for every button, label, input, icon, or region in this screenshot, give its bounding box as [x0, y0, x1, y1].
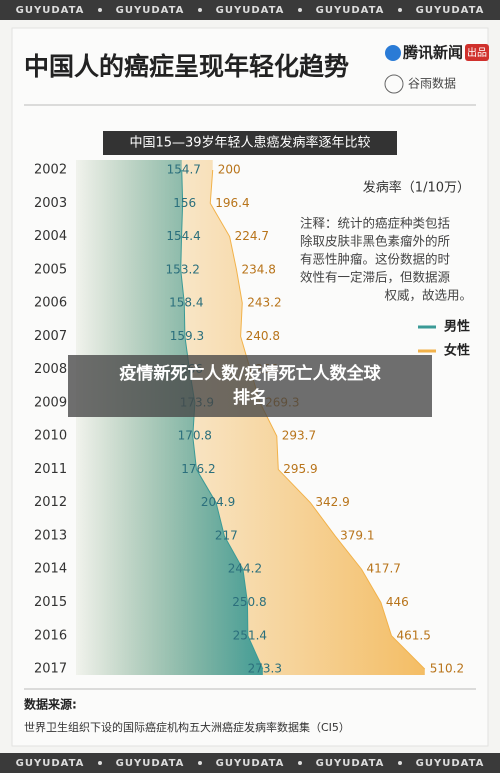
data-label: 446 — [386, 595, 409, 609]
data-label: 196.4 — [215, 196, 249, 210]
data-label: 153.2 — [166, 262, 200, 276]
y-tick-label: 2010 — [34, 429, 67, 444]
data-label: 244.2 — [228, 562, 262, 576]
watermark-dot — [198, 761, 202, 765]
data-label: 293.7 — [282, 429, 316, 443]
watermark: GUYUDATA — [416, 5, 485, 16]
source-label: 数据来源: — [24, 697, 77, 712]
note: 注释：统计的癌症种类包括 — [300, 216, 450, 231]
watermark-dot — [398, 8, 402, 12]
note: 除取皮肤非黑色素瘤外的所 — [300, 234, 450, 249]
data-label: 510.2 — [430, 662, 464, 676]
data-label: 240.8 — [246, 329, 280, 343]
source: 世界卫生组织下设的国际癌症机构五大洲癌症发病率数据集（CI5） — [24, 720, 350, 734]
watermark-dot — [298, 8, 302, 12]
data-label: 250.8 — [232, 595, 266, 609]
y-tick-label: 2003 — [34, 196, 67, 211]
data-label: 224.7 — [235, 229, 269, 243]
y-tick-label: 2002 — [34, 163, 67, 178]
data-label: 379.1 — [340, 528, 374, 542]
watermark-bar — [0, 753, 500, 773]
y-tick-label: 2013 — [34, 528, 67, 543]
y-tick-label: 2006 — [34, 296, 67, 311]
overlay-text: 排名 — [233, 387, 267, 408]
y-tick-label: 2004 — [34, 229, 67, 244]
data-label: 170.8 — [178, 429, 212, 443]
y-tick-label: 2007 — [34, 329, 67, 344]
watermark: GUYUDATA — [416, 758, 485, 769]
note: 效性有一定滞后，但数据源 — [300, 270, 451, 285]
data-label: 217 — [215, 528, 238, 542]
data-label: 158.4 — [169, 296, 203, 310]
note: 有恶性肿瘤。这份数据的时 — [300, 252, 451, 267]
data-label: 234.8 — [242, 262, 276, 276]
legend-label: 男性 — [444, 319, 470, 335]
watermark-bar — [0, 0, 500, 20]
data-label: 200 — [218, 163, 241, 177]
area-edge — [180, 169, 264, 670]
badge: 出品 — [467, 46, 487, 59]
data-label: 417.7 — [367, 562, 401, 576]
watermark: GUYUDATA — [216, 758, 285, 769]
watermark: GUYUDATA — [16, 5, 85, 16]
y-tick-label: 2008 — [34, 362, 67, 377]
title: 中国人的癌症呈现年轻化趋势 — [24, 52, 349, 81]
logo — [384, 74, 404, 94]
watermark-dot — [198, 8, 202, 12]
y-tick-label: 2017 — [34, 662, 67, 677]
data-label: 154.7 — [167, 163, 201, 177]
data-label: 156 — [173, 196, 196, 210]
y-tick-label: 2011 — [34, 462, 67, 477]
overlay-text: 疫情新死亡人数/疫情死亡人数全球 — [119, 363, 381, 384]
data-label: 273.3 — [248, 662, 282, 676]
y-tick-label: 2016 — [34, 628, 67, 643]
y-tick-label: 2014 — [34, 562, 67, 577]
overlay — [68, 355, 432, 417]
y-tick-label: 2015 — [34, 595, 67, 610]
data-label: 204.9 — [201, 495, 235, 509]
watermark-dot — [298, 761, 302, 765]
logo — [385, 45, 401, 61]
data-label: 342.9 — [315, 495, 349, 509]
data-label: 251.4 — [233, 628, 267, 642]
y-tick-label: 2009 — [34, 395, 67, 410]
data-label: 159.3 — [170, 329, 204, 343]
subtitle: 中国15—39岁年轻人患癌发病率逐年比较 — [129, 135, 370, 151]
data-label: 243.2 — [247, 296, 281, 310]
data-label: 295.9 — [283, 462, 317, 476]
area-fill — [76, 160, 263, 676]
area-edge — [209, 169, 426, 670]
y-tick-label: 2005 — [34, 262, 67, 277]
watermark: GUYUDATA — [16, 758, 85, 769]
watermark: GUYUDATA — [116, 5, 185, 16]
legend-label: 女性 — [444, 343, 470, 359]
badge-bg — [465, 44, 489, 61]
data-label: 461.5 — [396, 628, 430, 642]
watermark-dot — [98, 8, 102, 12]
watermark: GUYUDATA — [116, 758, 185, 769]
watermark-dot — [398, 761, 402, 765]
publisher: 腾讯新闻 — [402, 44, 463, 62]
axis-label: 发病率（1/10万） — [363, 180, 470, 196]
watermark: GUYUDATA — [316, 758, 385, 769]
studio: 谷雨数据 — [408, 76, 456, 91]
watermark: GUYUDATA — [316, 5, 385, 16]
data-label: 154.4 — [166, 229, 200, 243]
data-label: 176.2 — [181, 462, 215, 476]
note: 权威，故选用。 — [384, 288, 472, 303]
subtitle-bg — [103, 131, 397, 155]
watermark-dot — [98, 761, 102, 765]
y-tick-label: 2012 — [34, 495, 67, 510]
watermark: GUYUDATA — [216, 5, 285, 16]
